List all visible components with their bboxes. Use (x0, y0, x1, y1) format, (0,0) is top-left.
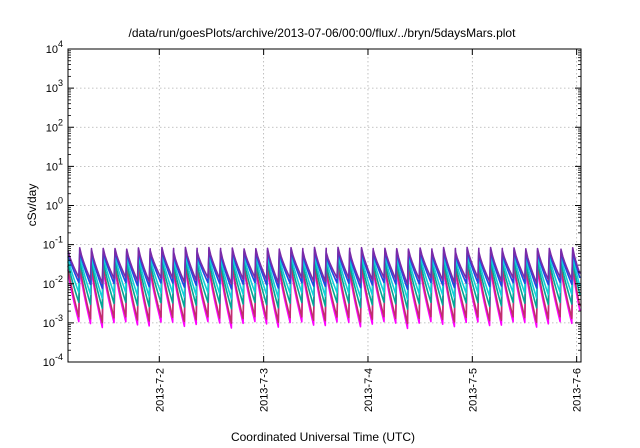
series-line (67, 252, 581, 301)
y-tick-label: 10-1 (43, 235, 63, 252)
x-tick-label: 2013-7-4 (363, 368, 375, 412)
y-tick-label: 10-4 (43, 352, 63, 369)
x-tick-label: 2013-7-3 (259, 368, 271, 412)
series-line (67, 257, 581, 310)
x-axis-title: Coordinated Universal Time (UTC) (231, 430, 415, 444)
y-tick-label: 104 (46, 39, 63, 56)
y-tick-label: 10-2 (43, 274, 63, 291)
series-line (67, 265, 581, 330)
y-tick-labels: 10-4 10-3 10-2 10-1 100 101 102 103 104 (43, 39, 63, 369)
y-tick-label: 103 (46, 78, 63, 95)
y-tick-label: 10-3 (43, 313, 63, 330)
y-axis-title: cSv/day (25, 184, 39, 227)
x-tick-labels: 2013-7-2 2013-7-3 2013-7-4 2013-7-5 2013-7-6 (154, 368, 583, 412)
y-tick-label: 102 (46, 117, 63, 134)
series-line (67, 246, 581, 286)
series-line (67, 261, 581, 325)
x-tick-label: 2013-7-2 (154, 368, 166, 412)
series-line (67, 248, 581, 291)
x-tick-label: 2013-7-6 (572, 368, 584, 412)
series-group (67, 246, 581, 330)
tick-marks (68, 48, 581, 363)
x-tick-label: 2013-7-5 (467, 368, 479, 412)
chart-title: /data/run/goesPlots/archive/2013-07-06/0… (129, 26, 517, 40)
y-tick-label: 100 (46, 196, 63, 213)
y-tick-label: 101 (46, 156, 63, 173)
